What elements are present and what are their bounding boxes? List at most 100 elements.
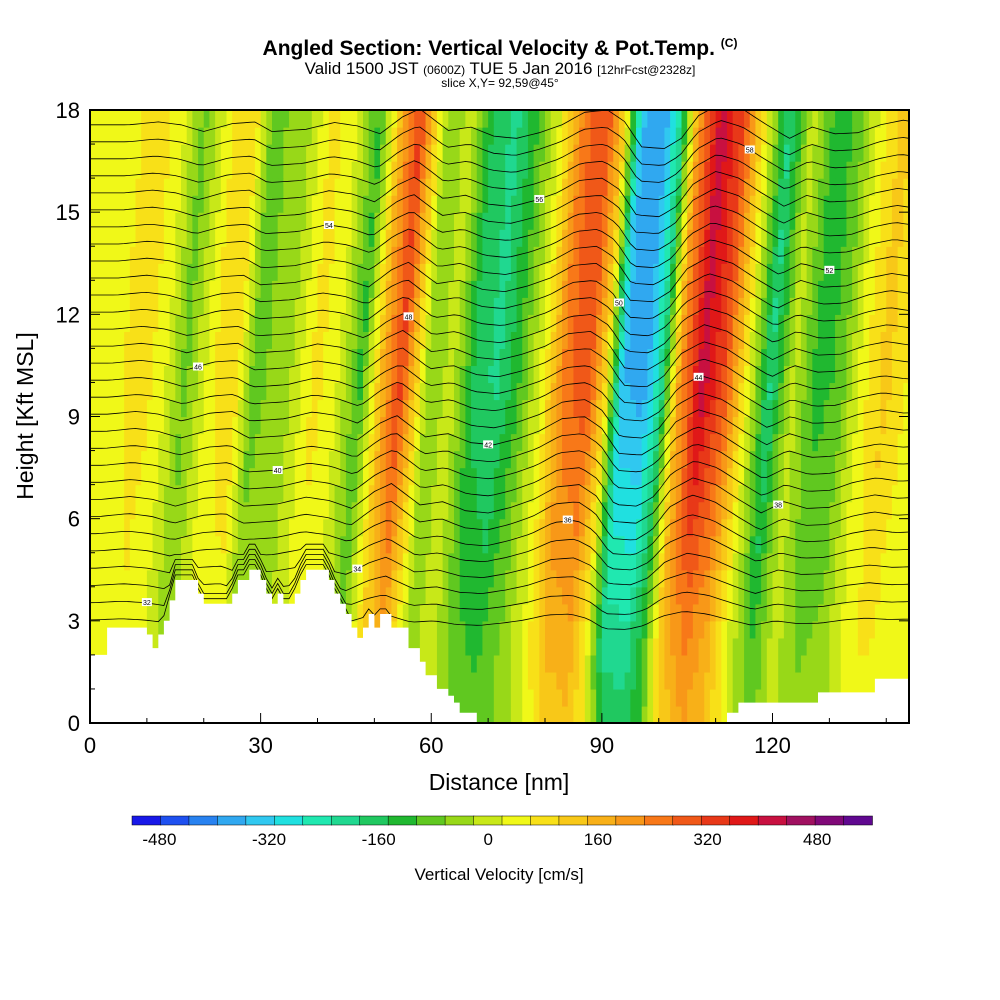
velocity-cell [681, 246, 688, 264]
velocity-cell [527, 144, 535, 162]
velocity-cell [505, 331, 512, 349]
velocity-cell [681, 671, 688, 690]
velocity-cell [818, 484, 825, 503]
velocity-cell [181, 297, 188, 315]
velocity-cell [351, 518, 358, 537]
velocity-cell [459, 331, 466, 349]
velocity-cell [158, 212, 165, 230]
velocity-cell [408, 586, 415, 605]
velocity-cell [607, 688, 614, 707]
velocity-cell [846, 484, 853, 503]
velocity-cell [442, 654, 449, 673]
velocity-cell [636, 365, 643, 384]
velocity-cell [192, 127, 199, 145]
velocity-cell [272, 518, 279, 537]
velocity-cell [277, 535, 284, 554]
velocity-cell [522, 535, 529, 554]
velocity-cell [664, 382, 671, 401]
velocity-cell [698, 144, 705, 162]
velocity-cell [886, 518, 893, 537]
velocity-cell [567, 603, 575, 622]
velocity-cell [414, 144, 421, 162]
velocity-cell [289, 399, 296, 418]
velocity-cell [721, 705, 728, 723]
velocity-cell [493, 229, 501, 247]
velocity-cell [840, 144, 848, 162]
velocity-cell [306, 297, 313, 315]
velocity-cell [209, 484, 216, 503]
velocity-cell [323, 484, 330, 503]
velocity-cell [818, 569, 825, 588]
velocity-cell [363, 569, 370, 588]
velocity-cell [812, 144, 819, 162]
velocity-cell [772, 280, 779, 298]
velocity-cell [368, 348, 375, 367]
velocity-cell [653, 671, 660, 690]
velocity-cell [636, 433, 643, 452]
velocity-cell [607, 348, 614, 367]
velocity-cell [181, 467, 188, 486]
velocity-cell [431, 246, 438, 264]
velocity-cell [857, 586, 865, 605]
velocity-cell [482, 365, 489, 384]
velocity-cell [260, 467, 267, 486]
velocity-cell [499, 144, 506, 162]
velocity-cell [527, 195, 535, 213]
velocity-cell [374, 569, 381, 588]
velocity-cell [436, 637, 444, 656]
velocity-cell [653, 212, 660, 230]
velocity-cell [419, 535, 427, 554]
velocity-cell [317, 246, 324, 264]
velocity-cell [163, 246, 171, 264]
velocity-cell [112, 603, 120, 622]
velocity-cell [880, 212, 887, 230]
velocity-cell [510, 229, 518, 247]
velocity-cell [380, 467, 387, 486]
velocity-cell [243, 484, 250, 503]
velocity-cell [289, 161, 296, 179]
velocity-cell [351, 280, 358, 298]
velocity-cell [698, 501, 705, 520]
velocity-cell [527, 348, 535, 367]
velocity-cell [709, 535, 717, 554]
velocity-cell [505, 688, 512, 707]
velocity-cell [874, 552, 882, 571]
velocity-cell [186, 365, 193, 384]
velocity-cell [522, 450, 529, 469]
velocity-cell [465, 178, 472, 196]
velocity-cell [118, 178, 125, 196]
velocity-cell [704, 518, 711, 537]
velocity-cell [101, 314, 108, 332]
velocity-cell [613, 705, 620, 723]
velocity-cell [715, 314, 722, 332]
velocity-cell [653, 501, 660, 520]
velocity-cell [897, 535, 904, 554]
velocity-cell [647, 535, 654, 554]
velocity-cell [129, 399, 137, 418]
velocity-cell [829, 671, 836, 690]
velocity-cell [294, 229, 302, 247]
velocity-cell [749, 484, 757, 503]
velocity-cell [630, 263, 637, 281]
velocity-cell [857, 433, 865, 452]
velocity-cell [181, 552, 188, 571]
velocity-cell [493, 263, 501, 281]
velocity-cell [260, 229, 267, 247]
velocity-cell [101, 467, 108, 486]
velocity-cell [681, 484, 688, 503]
velocity-cell [385, 229, 393, 247]
velocity-cell [550, 688, 557, 707]
velocity-cell [311, 399, 319, 418]
velocity-cell [744, 688, 751, 707]
velocity-cell [442, 433, 449, 452]
velocity-cell [306, 348, 313, 367]
velocity-cell [181, 314, 188, 332]
velocity-cell [493, 416, 501, 435]
velocity-cell [129, 212, 137, 230]
velocity-cell [675, 433, 683, 452]
velocity-cell [163, 484, 171, 503]
velocity-cell [624, 688, 631, 707]
velocity-cell [738, 161, 745, 179]
velocity-cell [715, 229, 722, 247]
velocity-cell [596, 297, 603, 315]
